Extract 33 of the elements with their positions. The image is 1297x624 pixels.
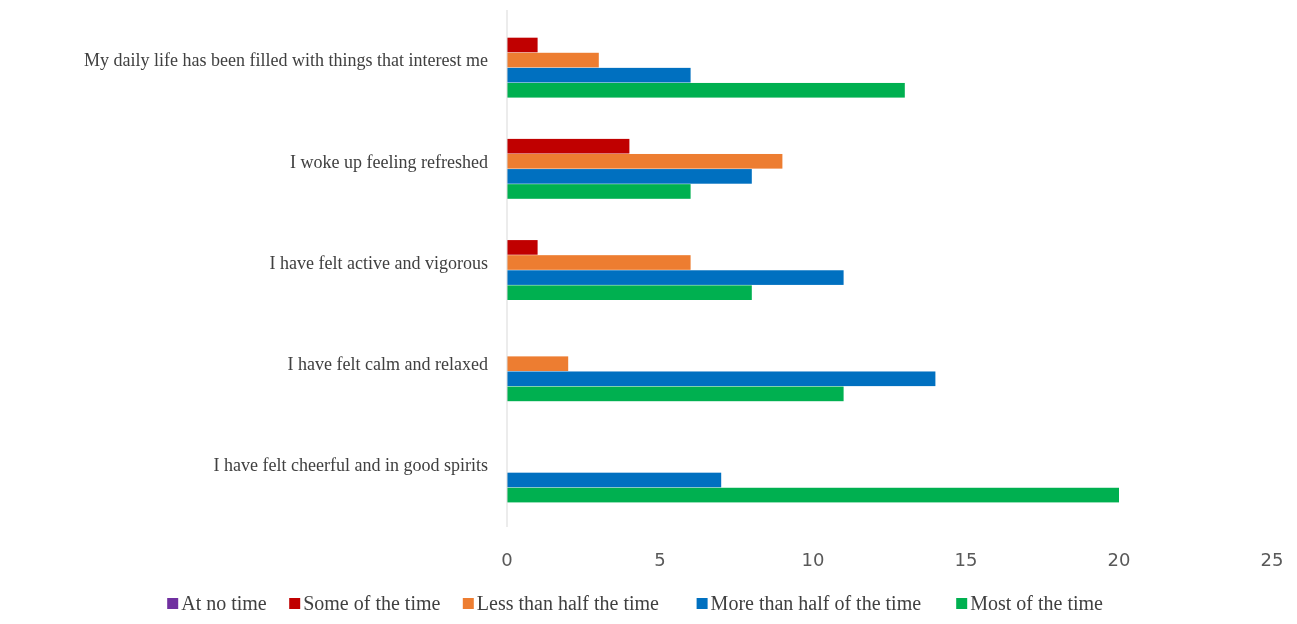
- bar: [507, 386, 844, 402]
- y-tick-label: I woke up feeling refreshed: [290, 151, 488, 172]
- bar: [507, 255, 691, 270]
- y-tick-label: My daily life has been filled with things that interest me: [84, 50, 488, 71]
- x-tick-label: 15: [954, 549, 978, 570]
- bar: [507, 240, 538, 255]
- legend-label: Less than half the time: [476, 592, 660, 614]
- bar: [507, 487, 1119, 503]
- bar: [507, 184, 691, 199]
- bar: [507, 270, 844, 285]
- bar: [507, 371, 936, 387]
- bar: [507, 356, 569, 372]
- bar: [507, 285, 752, 300]
- bar: [507, 37, 538, 53]
- bar: [507, 472, 722, 488]
- y-tick-label: I have felt calm and relaxed: [287, 354, 488, 374]
- bar: [507, 138, 630, 154]
- bar: [507, 67, 691, 83]
- legend-label: Some of the time: [303, 592, 441, 614]
- bar: [507, 153, 783, 169]
- bar: [507, 169, 752, 184]
- bar: [507, 82, 905, 98]
- x-tick-label: 0: [501, 549, 513, 570]
- x-tick-label: 10: [801, 549, 825, 570]
- legend-label: More than half of the time: [710, 592, 922, 614]
- x-tick-label: 20: [1107, 549, 1131, 570]
- legend-label: Most of the time: [970, 592, 1104, 614]
- y-tick-label: I have felt cheerful and in good spirits: [213, 455, 488, 476]
- legend-label: At no time: [181, 592, 267, 614]
- x-tick-label: 25: [1260, 549, 1284, 570]
- y-tick-label: I have felt active and vigorous: [269, 252, 488, 273]
- bar: [507, 52, 599, 68]
- x-tick-label: 5: [654, 549, 666, 570]
